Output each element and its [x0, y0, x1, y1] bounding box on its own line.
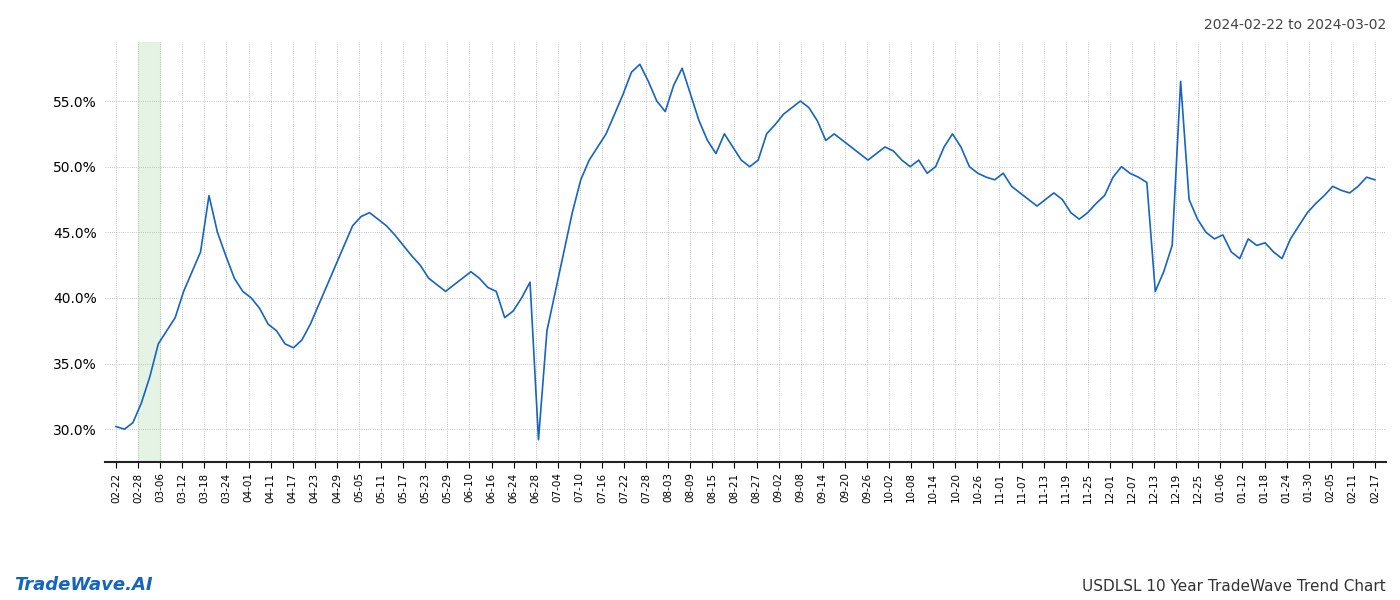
- Text: 2024-02-22 to 2024-03-02: 2024-02-22 to 2024-03-02: [1204, 18, 1386, 32]
- Text: USDLSL 10 Year TradeWave Trend Chart: USDLSL 10 Year TradeWave Trend Chart: [1082, 579, 1386, 594]
- Bar: [139, 42, 160, 462]
- Text: TradeWave.AI: TradeWave.AI: [14, 576, 153, 594]
